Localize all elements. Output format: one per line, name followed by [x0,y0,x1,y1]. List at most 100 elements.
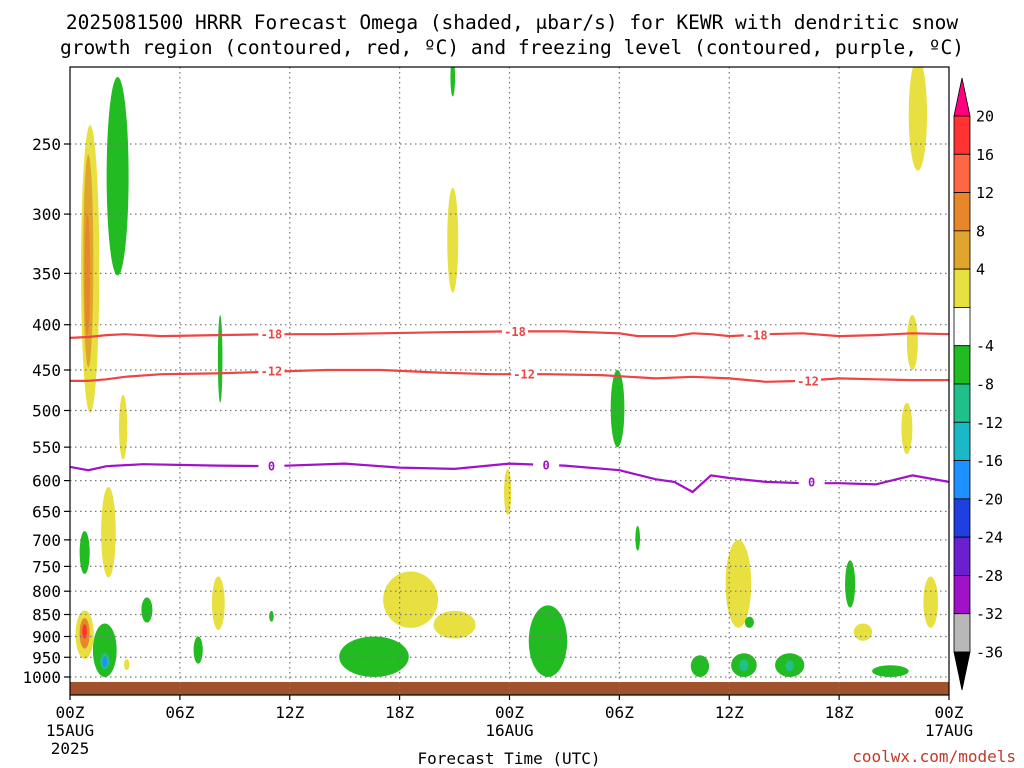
omega-region-24 [504,468,512,515]
colorbar-bin [953,345,971,385]
y-axis-ticks: 250 300 350 400 450 500 550 600 650 700 750 800 850 9… [22,135,70,687]
y-tick-label: 450 [32,361,61,380]
source-credit: coolwx.com/models [852,747,1016,766]
omega-region-23 [450,67,456,97]
x-tick-label: 06Z [165,703,194,722]
colorbar-label: 20 [976,108,994,126]
omega-region-13 [102,656,108,668]
omega-region-6 [79,530,90,575]
omega-region-41 [908,67,928,171]
x-axis-label: Forecast Time (UTC) [417,749,600,768]
omega-region-38 [906,314,918,370]
x-tick-label: 00Z [495,703,524,722]
colorbar-label: 8 [976,222,985,240]
y-tick-label: 700 [32,531,61,550]
y-tick-label: 300 [32,205,61,224]
x-tick-label: 00Z [56,703,85,722]
y-tick-label: 350 [32,264,61,283]
omega-shading-layer [75,67,939,678]
colorbar-label: -8 [976,376,994,394]
y-tick-label: 650 [32,502,61,521]
colorbar-label: -28 [976,567,1003,585]
x-tick-label: 06Z [605,703,634,722]
contour-label: 0 [808,475,815,489]
x-tick-label: 00Z [935,703,964,722]
omega-region-14 [124,659,130,671]
colorbar-bin [953,383,971,423]
x-tick-label: 12Z [715,703,744,722]
contour-label: 0 [543,458,550,472]
omega-region-7 [141,597,153,623]
colorbar-bin [953,421,971,461]
y-tick-label: 600 [32,472,61,491]
contour-label: -18 [746,329,768,343]
y-tick-label: 800 [32,582,61,601]
contour-label: -18 [504,325,526,339]
x-tick-label: 18Z [825,703,854,722]
chart-title-line-2: growth region (contoured, red, ºC) and f… [60,36,964,59]
colorbar-label: -36 [976,644,1003,662]
x-tick-label: 18Z [385,703,414,722]
omega-region-16 [193,636,203,664]
colorbar-bin [953,575,971,615]
omega-region-40 [923,576,939,628]
omega-region-2 [84,214,91,337]
chart-title-line-1: 2025081500 HRRR Forecast Omega (shaded, … [66,11,958,34]
colorbar: 20 16 12 8 4 -4 -8 -12 -16 -20 -24 -28 -32 -36 [953,77,1003,691]
omega-region-4 [118,394,128,460]
colorbar-top-arrow [953,77,971,117]
contour-label-bg [798,474,825,489]
y-tick-label: 850 [32,606,61,625]
colorbar-label: -20 [976,490,1003,508]
omega-region-19 [339,636,409,678]
contour-label-bg [258,363,285,378]
omega-region-3 [106,76,129,276]
colorbar-label: -12 [976,414,1003,432]
omega-region-20 [383,571,439,628]
omega-region-39 [872,665,909,677]
contour-label: -12 [797,374,819,388]
contour-label-bg [511,367,538,382]
colorbar-bin [953,192,971,232]
omega-region-28 [690,655,710,677]
contour-label: 0 [268,460,275,474]
omega-region-37 [901,402,913,455]
contour-label-bg [533,457,560,472]
y-tick-label: 500 [32,402,61,421]
colorbar-bin [953,498,971,538]
x-tick-date: 16AUG [485,721,533,740]
omega-region-35 [845,560,856,608]
colorbar-bin [953,115,971,155]
colorbar-bottom-arrow [953,651,971,691]
colorbar-bin [953,536,971,576]
omega-region-17 [217,314,223,403]
y-tick-label: 1000 [22,668,61,687]
colorbar-bin [953,230,971,270]
omega-region-5 [101,486,116,578]
y-tick-label: 550 [32,438,61,457]
colorbar-label: 16 [976,146,994,164]
omega-region-36 [853,623,873,641]
omega-region-21 [433,610,476,639]
colorbar-label: 12 [976,184,994,202]
y-tick-label: 950 [32,648,61,667]
omega-region-26 [610,369,625,448]
colorbar-bin [953,153,971,193]
omega-region-30 [744,616,754,628]
contour-label: -12 [261,364,283,378]
contour-label-bg [501,324,528,339]
x-tick-date: 15AUG [46,721,94,740]
contour-label-bg [258,327,285,342]
colorbar-label: -16 [976,452,1003,470]
colorbar-label: 4 [976,261,985,279]
contour-label: -12 [513,368,535,382]
y-tick-label: 900 [32,627,61,646]
omega-region-34 [785,660,794,672]
omega-region-29 [725,539,752,628]
omega-region-27 [635,525,640,551]
y-tick-label: 400 [32,316,61,335]
colorbar-label: -24 [976,529,1003,547]
colorbar-label: -32 [976,605,1003,623]
